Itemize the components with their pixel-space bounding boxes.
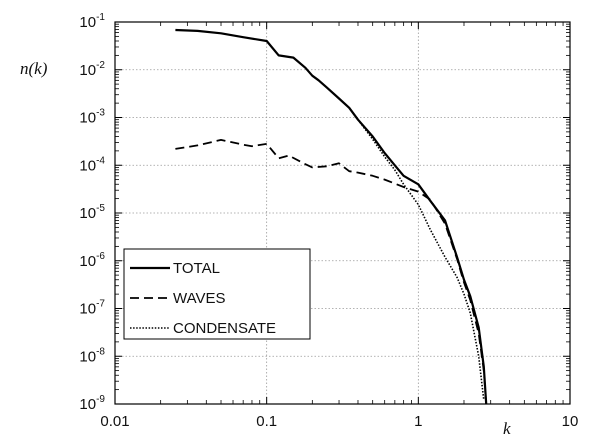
y-tick-label: 10-1	[79, 12, 105, 31]
y-tick-base: 10	[79, 110, 96, 127]
x-tick-label: 1	[414, 413, 422, 430]
x-axis-label: k	[503, 419, 511, 438]
series-lines	[175, 28, 488, 405]
y-tick-exponent: -9	[96, 394, 105, 405]
x-tick-label: 0.1	[256, 413, 277, 430]
x-tick-labels: 0.01 0.1 1 10	[100, 413, 578, 430]
legend-label-condensate: CONDENSATE	[173, 320, 276, 337]
y-tick-exponent: -4	[96, 155, 105, 166]
x-tick-label: 10	[562, 413, 579, 430]
y-tick-labels: 10-110-210-310-410-510-610-710-810-9	[79, 12, 105, 413]
y-tick-base: 10	[79, 157, 96, 174]
y-tick-label: 10-3	[79, 108, 105, 127]
y-tick-base: 10	[79, 205, 96, 222]
y-tick-base: 10	[79, 301, 96, 318]
legend-label-waves: WAVES	[173, 290, 226, 307]
y-tick-label: 10-2	[79, 60, 105, 79]
y-tick-base: 10	[79, 396, 96, 413]
y-tick-label: 10-4	[79, 155, 105, 174]
x-tick-label: 0.01	[100, 413, 129, 430]
y-tick-base: 10	[79, 14, 96, 31]
y-tick-exponent: -3	[96, 108, 105, 119]
y-tick-exponent: -6	[96, 251, 105, 262]
y-tick-exponent: -1	[96, 12, 105, 23]
grid-lines	[115, 22, 570, 404]
y-tick-label: 10-7	[79, 299, 105, 318]
series-line-total	[175, 28, 488, 405]
y-tick-label: 10-9	[79, 394, 105, 413]
y-tick-exponent: -5	[96, 203, 105, 214]
y-tick-exponent: -7	[96, 299, 105, 310]
y-tick-base: 10	[79, 62, 96, 79]
y-tick-base: 10	[79, 253, 96, 270]
y-tick-base: 10	[79, 348, 96, 365]
y-tick-exponent: -2	[96, 60, 105, 71]
y-tick-label: 10-5	[79, 203, 105, 222]
axis-ticks	[114, 21, 571, 405]
y-axis-label: n(k)	[20, 59, 48, 78]
legend-box	[123, 248, 311, 340]
legend-label-total: TOTAL	[173, 260, 220, 277]
y-tick-exponent: -8	[96, 346, 105, 357]
series-line-condensate	[357, 119, 485, 401]
y-tick-label: 10-6	[79, 251, 105, 270]
y-tick-label: 10-8	[79, 346, 105, 365]
legend: TOTAL WAVES CONDENSATE	[123, 248, 311, 340]
